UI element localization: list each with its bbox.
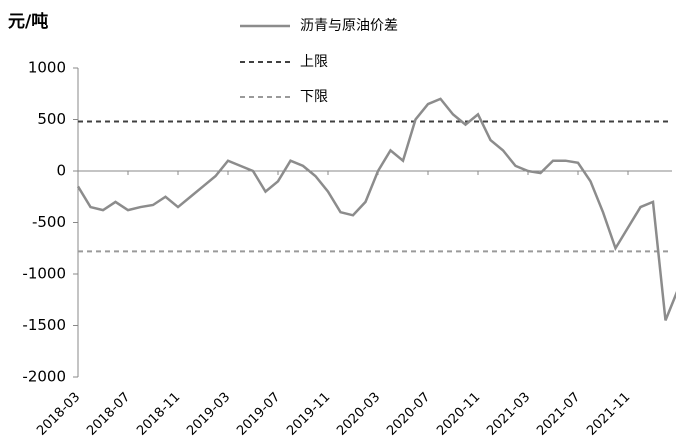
x-tick-label: 2018-07 [84,390,133,439]
legend-label: 下限 [300,89,328,105]
y-tick-label: 500 [37,110,66,128]
y-tick-label: -500 [32,213,66,231]
legend-label: 上限 [300,54,328,70]
data-line [76,97,676,321]
x-tick-label: 2019-03 [184,390,233,439]
x-tick-label: 2018-03 [34,390,83,439]
y-tick-label: -1500 [22,316,66,334]
x-tick-label: 2020-11 [434,390,483,439]
x-tick-label: 2019-07 [234,390,283,439]
x-tick-label: 2020-07 [384,390,433,439]
y-unit: 元/吨 [8,11,48,32]
y-tick-label: -1000 [22,265,66,283]
y-tick-label: 0 [56,162,66,180]
x-tick-label: 2019-11 [284,390,333,439]
y-tick-label: 1000 [28,59,66,77]
x-tick-label: 2020-03 [334,390,383,439]
x-tick-label: 2018-11 [134,390,183,439]
legend-label: 沥青与原油价差 [300,18,398,34]
x-tick-label: 2021-11 [584,390,633,439]
y-tick-label: -2000 [22,368,66,386]
x-tick-label: 2021-03 [484,390,533,439]
x-tick-label: 2021-07 [534,390,583,439]
